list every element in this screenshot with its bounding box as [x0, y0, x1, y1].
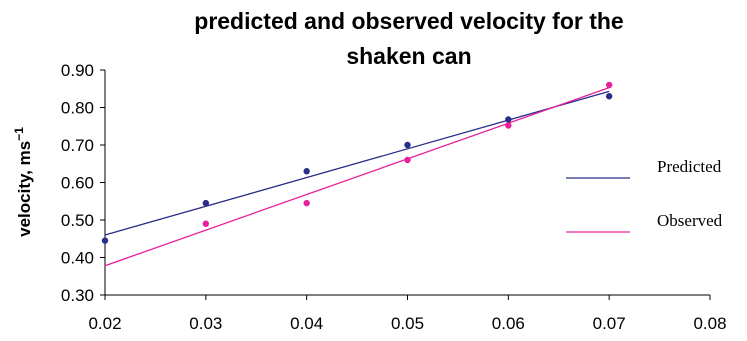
observed-point [202, 220, 210, 227]
axes [104, 70, 710, 296]
legend: Predicted Observed [566, 157, 723, 233]
y-axis-label-superscript: −1 [12, 127, 26, 141]
x-tick-label: 0.03 [189, 314, 222, 333]
x-tick-label: 0.02 [88, 314, 121, 333]
observed-point [404, 156, 411, 164]
y-tick-label: 0.50 [61, 211, 94, 230]
x-tick-group: 0.02 0.03 0.04 0.05 0.06 0.07 0.08 [88, 295, 727, 333]
y-axis-label-text: velocity, ms [15, 141, 34, 237]
observed-trendline [104, 87, 610, 267]
legend-observed-label: Observed [657, 211, 723, 230]
predicted-trendline [104, 90, 610, 236]
predicted-point [404, 141, 411, 149]
y-tick-label: 0.80 [61, 99, 94, 118]
chart-title-line-1: predicted and observed velocity for the [194, 8, 623, 34]
predicted-point [505, 116, 512, 123]
predicted-point [202, 199, 210, 207]
y-tick-label: 0.60 [61, 174, 94, 193]
observed-point [505, 122, 512, 129]
y-tick-label: 0.90 [61, 61, 94, 80]
observed-point [605, 81, 613, 89]
y-axis-label: velocity, ms−1 [12, 127, 34, 237]
x-tick-label: 0.07 [593, 314, 626, 333]
y-tick-label: 0.30 [61, 286, 94, 305]
legend-predicted-label: Predicted [657, 157, 722, 176]
x-tick-label: 0.04 [290, 314, 323, 333]
chart-title-line-2: shaken can [346, 43, 471, 69]
x-tick-label: 0.06 [492, 314, 525, 333]
y-tick-label: 0.40 [61, 249, 94, 268]
point-group [101, 81, 613, 244]
x-tick-label: 0.05 [391, 314, 424, 333]
y-tick-group: 0.30 0.40 0.50 0.60 0.70 0.80 0.90 [61, 61, 105, 305]
predicted-point [303, 168, 310, 175]
predicted-point [605, 93, 613, 100]
y-tick-label: 0.70 [61, 136, 94, 155]
observed-point [303, 199, 310, 207]
x-tick-label: 0.08 [693, 314, 726, 333]
predicted-point [101, 237, 109, 244]
trendline-group [104, 87, 610, 267]
